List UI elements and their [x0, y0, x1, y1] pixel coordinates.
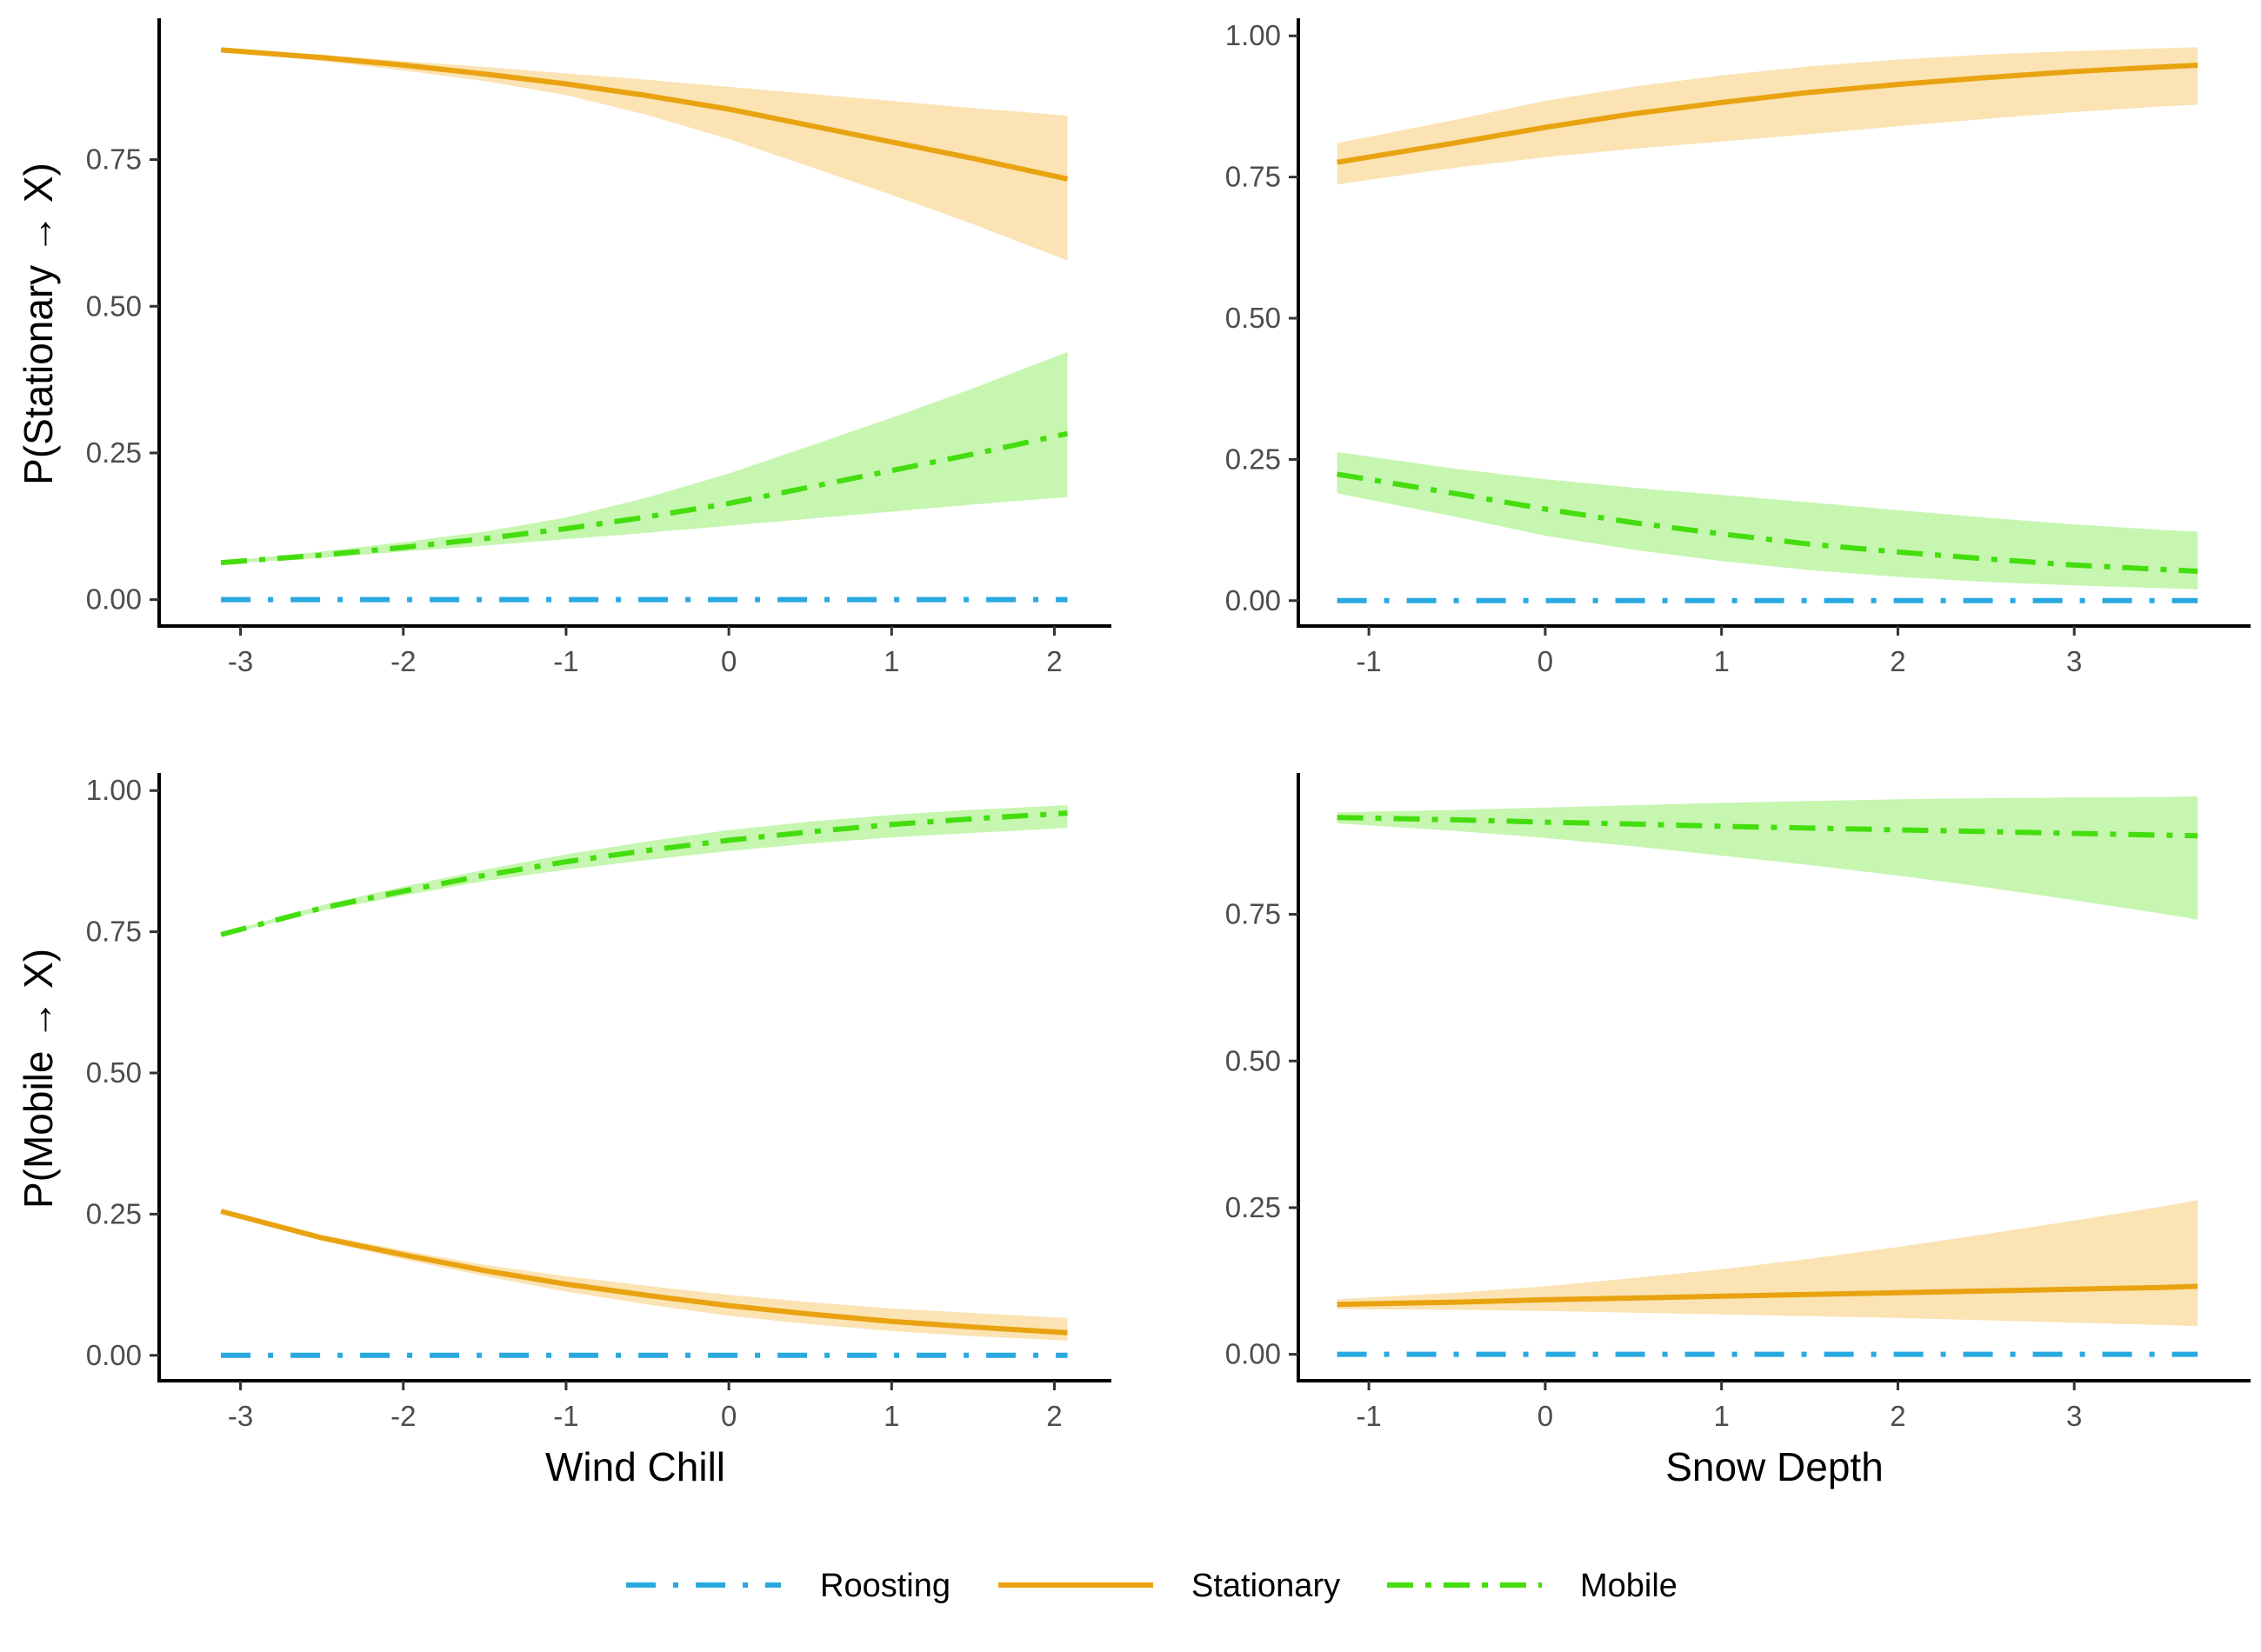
x-tick-label: 1: [1713, 1400, 1729, 1432]
y-axis-title: P(Stationary → X): [16, 163, 61, 485]
y-axis-title: P(Mobile → X): [16, 949, 61, 1209]
y-tick-label: 1.00: [86, 774, 142, 806]
y-tick-label: 0.25: [1225, 1191, 1281, 1223]
stationary-line: [220, 47, 1069, 182]
y-tick-label: 0.00: [1225, 1338, 1281, 1370]
stationary-line: [220, 1209, 1068, 1336]
legend-label: Stationary: [1191, 1568, 1340, 1604]
x-tick-label: -1: [553, 1400, 578, 1432]
y-tick-label: 0.75: [1225, 898, 1281, 930]
mobile-line: [220, 810, 1068, 937]
x-tick-label: 0: [721, 645, 737, 677]
y-tick-label: 0.75: [1225, 161, 1281, 193]
legend-item-mobile: Mobile: [1387, 1568, 1677, 1604]
x-tick-label: 1: [1713, 645, 1729, 677]
x-tick-label: 0: [1537, 1400, 1553, 1432]
x-tick-label: -1: [1356, 1400, 1381, 1432]
x-tick-label: 2: [1890, 1400, 1905, 1432]
x-tick-label: 2: [1890, 645, 1905, 677]
mobile-ribbon: [1337, 451, 2198, 590]
y-tick-label: 0.50: [1225, 1044, 1281, 1076]
legend-label: Mobile: [1580, 1568, 1677, 1604]
legend-item-roosting: Roosting: [626, 1568, 950, 1604]
y-tick-label: 0.50: [86, 1056, 142, 1089]
mobile-line: [220, 430, 1069, 566]
x-tick-label: -1: [1356, 645, 1381, 677]
y-tick-label: 1.00: [1225, 19, 1281, 51]
stationary-line: [1337, 63, 2198, 165]
x-tick-label: 1: [884, 1400, 899, 1432]
x-axis-title: Snow Depth: [1665, 1444, 1884, 1489]
y-tick-label: 0.75: [86, 916, 142, 948]
legend-item-stationary: Stationary: [998, 1568, 1340, 1604]
chart-panel-bottom-left: 0.00 0.25 0.50 0.75 1.00 -3 -2 -1 0 1 2 P(Mobile → …: [16, 773, 1111, 1489]
x-tick-label: 0: [721, 1400, 737, 1432]
mobile-line: [1337, 815, 2198, 839]
y-tick-label: 0.25: [86, 436, 142, 469]
legend: Roosting Stationary Mobile: [626, 1568, 1677, 1604]
chart-panel-top-right: 0.00 0.25 0.50 0.75 1.00 -1 0 1 2 3: [1225, 18, 2251, 677]
x-tick-label: 3: [2066, 645, 2082, 677]
chart-panel-top-left: 0.00 0.25 0.50 0.75 -3 -2 -1 0 1 2 P(Stationary → …: [16, 18, 1111, 677]
mobile-ribbon: [221, 805, 1068, 936]
x-tick-label: -2: [390, 1400, 416, 1432]
x-tick-label: -3: [228, 645, 253, 677]
x-axis-title: Wind Chill: [545, 1444, 725, 1489]
mobile-line: [1337, 471, 2198, 574]
x-tick-label: -2: [390, 645, 416, 677]
x-tick-label: 3: [2066, 1400, 2082, 1432]
chart-panel-bottom-right: 0.00 0.25 0.50 0.75 -1 0 1 2 3 Snow Depth: [1225, 773, 2251, 1489]
x-tick-label: 1: [884, 645, 899, 677]
y-tick-label: 0.00: [86, 583, 142, 616]
y-tick-label: 0.75: [86, 143, 142, 176]
y-tick-label: 0.25: [86, 1197, 142, 1229]
y-tick-label: 0.00: [1225, 584, 1281, 616]
mobile-ribbon: [221, 351, 1068, 564]
panels: 0.00 0.25 0.50 0.75 -3 -2 -1 0 1 2 P(Stationary → …: [16, 18, 2251, 1489]
y-tick-label: 0.50: [86, 290, 142, 322]
x-tick-label: 2: [1046, 645, 1062, 677]
stationary-ribbon: [1337, 47, 2198, 185]
x-tick-label: -3: [228, 1400, 253, 1432]
x-tick-label: -1: [553, 645, 578, 677]
y-tick-label: 0.50: [1225, 302, 1281, 334]
stationary-line: [1337, 1283, 2198, 1308]
x-tick-label: 0: [1537, 645, 1553, 677]
stationary-ribbon: [221, 49, 1068, 261]
stationary-ribbon: [221, 1209, 1068, 1341]
y-tick-label: 0.00: [86, 1339, 142, 1371]
stationary-ribbon: [1337, 1200, 2198, 1327]
y-tick-label: 0.25: [1225, 443, 1281, 475]
x-tick-label: 2: [1046, 1400, 1062, 1432]
legend-label: Roosting: [820, 1568, 950, 1604]
mobile-ribbon: [1337, 796, 2198, 920]
